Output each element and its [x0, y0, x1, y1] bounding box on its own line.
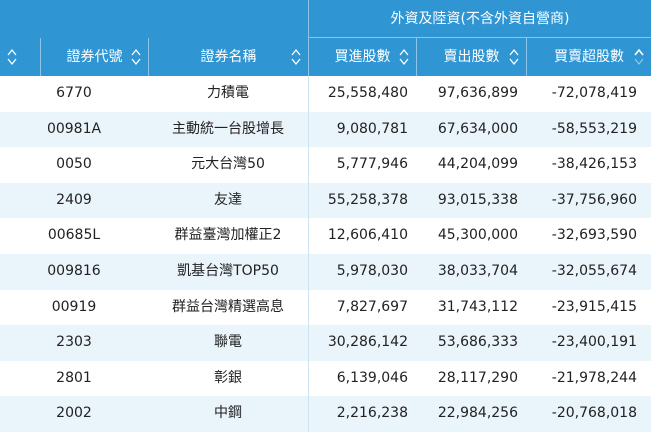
- header-code-label: 證券代號: [66, 49, 123, 65]
- table-row: 2002 中鋼 2,216,238 22,984,256 -20,768,018: [0, 396, 651, 432]
- cell-buy: 5,777,946: [308, 147, 416, 183]
- cell-sell: 67,634,000: [437, 120, 518, 137]
- table-row: 00919 群益台灣精選高息 7,827,697 31,743,112 -23,…: [0, 289, 651, 326]
- sort-icon[interactable]: [290, 48, 302, 66]
- table-row: 2409 友達 55,258,378 93,015,338 -37,756,96…: [0, 182, 651, 219]
- cell-sell: 22,984,256: [437, 405, 518, 422]
- cell-sell: 44,204,099: [437, 156, 518, 173]
- cell-code: 2409: [56, 191, 92, 208]
- cell-buy: 7,827,697: [308, 289, 416, 326]
- cell-sell: 28,117,290: [437, 369, 518, 386]
- cell-net: -72,078,419: [551, 85, 637, 101]
- sort-up-icon[interactable]: [633, 48, 645, 66]
- cell-code: 0050: [56, 156, 92, 173]
- sort-icon[interactable]: [508, 48, 520, 66]
- cell-net: -32,693,590: [551, 227, 637, 244]
- cell-code: 2303: [56, 334, 92, 351]
- cell-net: -32,055,674: [551, 262, 637, 279]
- table-row: 2801 彰銀 6,139,046 28,117,290 -21,978,244: [0, 360, 651, 397]
- cell-buy: 55,258,378: [308, 182, 416, 219]
- header-buy-label: 買進股數: [334, 49, 391, 65]
- cell-net: -38,426,153: [551, 156, 637, 173]
- cell-sell: 53,686,333: [437, 334, 518, 351]
- cell-name: 友達: [214, 191, 242, 208]
- header-net-label: 買賣超股數: [554, 49, 624, 65]
- header-net[interactable]: 買賣超股數: [526, 38, 651, 76]
- cell-net: -21,978,244: [551, 369, 637, 386]
- cell-sell: 31,743,112: [437, 298, 518, 315]
- column-header-row: 證券代號 證券名稱 買進股數 賣出股數 買賣超股數: [0, 38, 651, 76]
- cell-buy: 9,080,781: [308, 111, 416, 148]
- header-name-label: 證券名稱: [200, 49, 257, 65]
- cell-code: 6770: [56, 85, 92, 101]
- table-row: 00981A 主動統一台股增長 9,080,781 67,634,000 -58…: [0, 111, 651, 148]
- cell-name: 群益台灣精選高息: [172, 298, 284, 315]
- cell-name: 聯電: [214, 334, 242, 351]
- cell-code: 00919: [51, 298, 97, 315]
- cell-buy: 5,978,030: [308, 253, 416, 290]
- table-row: 2303 聯電 30,286,142 53,686,333 -23,400,19…: [0, 325, 651, 361]
- cell-net: -37,756,960: [551, 191, 637, 208]
- cell-sell: 38,033,704: [437, 262, 518, 279]
- cell-code: 00981A: [46, 120, 102, 137]
- table-row: 6770 力積電 25,558,480 97,636,899 -72,078,4…: [0, 76, 651, 112]
- cell-name: 元大台灣50: [191, 156, 265, 173]
- group-header-foreign-investors: 外資及陸資(不含外資自營商): [308, 0, 651, 38]
- header-code[interactable]: 證券代號: [40, 38, 148, 76]
- table-row: 009816 凱基台灣TOP50 5,978,030 38,033,704 -3…: [0, 253, 651, 290]
- cell-net: -58,553,219: [551, 120, 637, 137]
- cell-name: 主動統一台股增長: [172, 120, 284, 137]
- cell-name: 力積電: [207, 85, 249, 101]
- table-row: 00685L 群益臺灣加權正2 12,606,410 45,300,000 -3…: [0, 218, 651, 254]
- cell-buy: 6,139,046: [308, 360, 416, 397]
- cell-name: 彰銀: [214, 369, 242, 386]
- cell-buy: 25,558,480: [308, 76, 416, 112]
- table-row: 0050 元大台灣50 5,777,946 44,204,099 -38,426…: [0, 147, 651, 183]
- sort-icon[interactable]: [130, 48, 142, 66]
- cell-code: 009816: [47, 262, 101, 279]
- cell-net: -20,768,018: [551, 405, 637, 422]
- group-header-row: 外資及陸資(不含外資自營商): [0, 0, 651, 38]
- header-buy[interactable]: 買進股數: [308, 38, 416, 76]
- cell-net: -23,400,191: [551, 334, 637, 351]
- sort-icon[interactable]: [6, 48, 18, 66]
- cell-name: 凱基台灣TOP50: [177, 262, 279, 279]
- cell-buy: 30,286,142: [308, 325, 416, 361]
- cell-code: 2002: [56, 405, 92, 422]
- cell-code: 2801: [56, 369, 92, 386]
- group-header-spacer: [0, 0, 308, 38]
- cell-sell: 97,636,899: [437, 85, 518, 101]
- sort-icon[interactable]: [398, 48, 410, 66]
- cell-name: 中鋼: [214, 405, 242, 422]
- cell-buy: 12,606,410: [308, 218, 416, 254]
- cell-name: 群益臺灣加權正2: [174, 227, 282, 244]
- cell-code: 00685L: [47, 227, 101, 244]
- cell-net: -23,915,415: [551, 298, 637, 315]
- header-sort-all[interactable]: [0, 38, 40, 76]
- cell-sell: 45,300,000: [437, 227, 518, 244]
- header-name[interactable]: 證券名稱: [148, 38, 308, 76]
- header-sell-label: 賣出股數: [443, 49, 500, 65]
- cell-buy: 2,216,238: [308, 396, 416, 432]
- cell-sell: 93,015,338: [437, 191, 518, 208]
- header-sell[interactable]: 賣出股數: [416, 38, 526, 76]
